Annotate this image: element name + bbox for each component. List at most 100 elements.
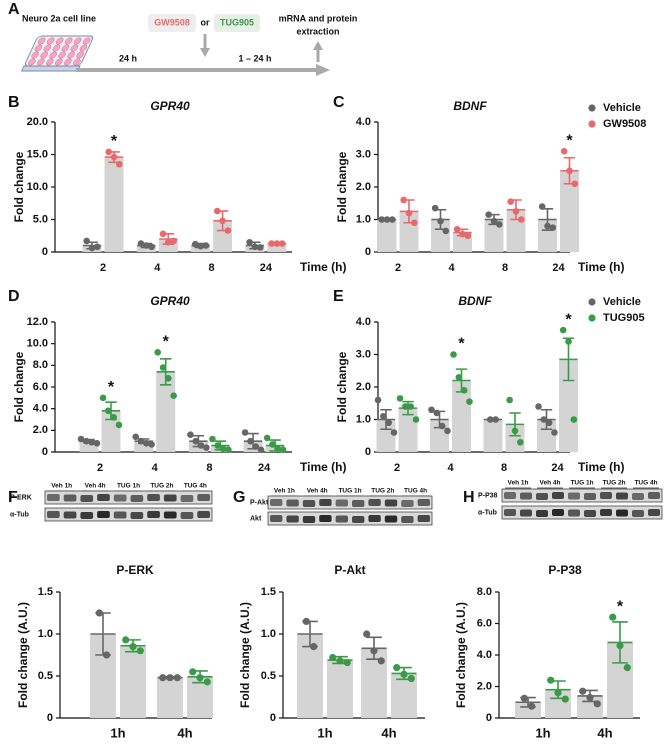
blot-band [384,515,398,523]
well [43,44,52,52]
data-point [170,392,177,399]
x-tick-label: 24 [260,262,273,274]
y-tick-label: 0 [486,712,492,724]
well [70,44,79,52]
data-point [77,435,85,443]
blot-band [520,509,532,517]
blot-band [319,515,332,522]
data-point [400,670,408,678]
blot-band [648,509,660,516]
y-tick-label: 5.0 [33,213,48,225]
data-point [103,651,111,659]
blot-band [319,499,332,506]
data-point [593,700,601,708]
blot-band [302,500,316,507]
bar [327,660,353,718]
well [49,51,57,59]
lane-label: TUG 2h [150,483,173,490]
y-tick-label: 20.0 [27,116,48,128]
blot-band [568,509,580,517]
bar [537,419,556,452]
blot-band [197,494,210,501]
data-point [464,232,472,240]
data-point [407,674,415,683]
data-point [459,230,466,238]
y-tick-label: 0.5 [261,670,276,682]
blot-row-label: Akt [250,515,262,522]
well [79,44,88,52]
data-point [538,203,546,210]
blot-band [552,509,564,516]
well [67,51,75,59]
data-point [203,444,210,451]
y-axis-label: Fold change [12,351,26,422]
blot-band [97,494,110,501]
data-point [579,687,587,695]
y-tick-label: 1.0 [356,213,371,225]
blot-band [600,492,612,499]
data-point [256,244,264,251]
chart-title: BDNF [458,294,492,308]
bar [376,419,396,452]
legend-label: Vehicle [603,296,641,308]
data-point [343,658,351,667]
data-point [213,207,221,215]
y-tick-label: 4.0 [356,316,371,328]
bar [156,371,176,452]
x-tick-label: 2 [394,462,400,474]
bar [560,170,579,252]
blot-band [632,493,644,500]
lane-label: Veh 1h [508,480,529,487]
legend-label: TUG905 [603,312,645,324]
significance-star: * [565,311,572,328]
data-point [88,438,95,446]
data-point [132,433,140,441]
data-point [402,403,409,410]
chart-title: BDNF [453,99,487,113]
data-point [512,208,520,215]
blot-band [80,495,94,502]
data-point [209,435,216,443]
data-point [390,429,398,436]
lane-label: Veh 1h [274,488,295,495]
blot-band [648,492,660,499]
bar [267,243,287,252]
y-tick-label: 2.0 [356,181,371,193]
data-point [428,406,435,414]
plate-side [20,65,81,72]
y-tick-label: 1.0 [261,628,276,640]
bar [297,634,323,718]
data-point [571,180,579,188]
extraction-label: mRNA and protein [279,13,358,23]
data-point [94,243,101,251]
data-point [154,349,162,356]
data-point [224,227,232,234]
data-point [444,427,451,435]
blot-band [180,495,194,502]
y-tick-label: 4.0 [477,649,492,661]
blot-band [270,515,283,522]
data-point [507,198,514,205]
time-label: 24 h [119,53,137,63]
data-point [196,674,204,682]
data-point [278,240,286,247]
data-point [442,227,450,235]
y-tick-label: 8.0 [33,359,48,371]
significance-star: * [617,598,624,615]
y-tick-label: 2.0 [477,680,492,692]
chart-title: GPR40 [150,99,190,113]
blot-band [504,509,516,516]
data-point [518,216,525,223]
x-tick-label: 2 [97,462,103,474]
data-point [506,396,513,404]
data-point [544,222,551,230]
well [40,51,48,59]
bar [157,677,183,718]
y-tick-label: 6.0 [477,617,492,629]
blot-band [80,512,94,519]
data-point [136,647,144,655]
cell-line-label: Neuro 2a cell line [22,13,96,23]
chart-title: P-P38 [548,563,582,577]
bar [559,359,578,452]
blot-band [600,509,612,516]
